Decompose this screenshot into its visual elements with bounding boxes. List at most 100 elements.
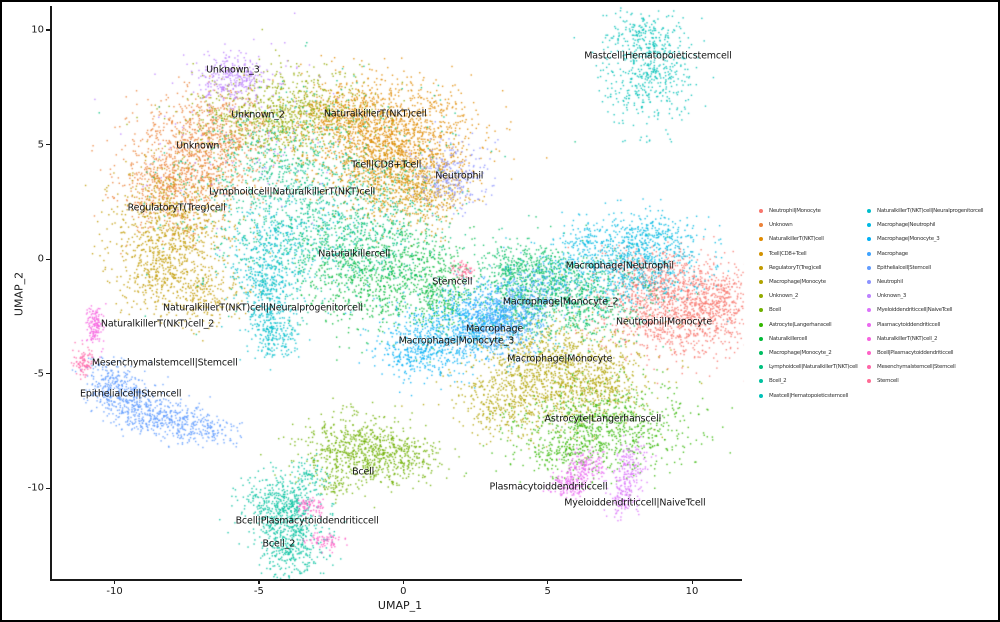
legend-item: Macrophage|Monocyte_2: [759, 349, 832, 357]
legend-item: Naturalkillercell: [759, 335, 807, 343]
x-tick-label: 10: [685, 586, 699, 597]
legend-item: Myeloiddendriticcell|NaiveTcell: [867, 306, 953, 314]
legend-item: Tcell|CD8+Tcell: [759, 250, 807, 258]
y-tick-label: 5: [37, 139, 44, 151]
legend-item-label: NaturalkillerT(NKT)cell: [769, 236, 824, 243]
y-tick-mark: [46, 487, 50, 489]
legend-item: Unknown_3: [867, 292, 906, 300]
legend-item: Astrocyte|Langerhanscell: [759, 321, 832, 329]
x-tick-mark: [691, 580, 693, 584]
legend-color-dot: [759, 237, 763, 242]
legend-item-label: Myeloiddendriticcell|NaiveTcell: [877, 307, 953, 314]
y-tick-mark: [46, 29, 50, 31]
legend-color-dot: [867, 265, 871, 270]
legend-item-label: Stemcell: [877, 378, 899, 385]
legend-color-dot: [867, 336, 871, 341]
x-tick-mark: [402, 580, 404, 584]
legend-item-label: Plasmacytoiddendriticcell: [877, 321, 940, 328]
legend-item: Mastcell|Hematopoieticstemcell: [759, 392, 848, 400]
legend-item: NaturalkillerT(NKT)cell_2: [867, 335, 938, 343]
legend-item: RegulatoryT(Treg)cell: [759, 264, 822, 272]
legend-item: Neutrophil: [867, 278, 903, 286]
legend-color-dot: [759, 265, 763, 270]
legend-item-label: NaturalkillerT(NKT)cell|Neuralprogenitor…: [877, 208, 984, 214]
legend-item-label: Mesenchymalstemcell|Stemcell: [877, 364, 956, 371]
y-tick-mark: [46, 258, 50, 260]
legend-color-dot: [759, 294, 763, 299]
legend-item: Stemcell: [867, 377, 899, 385]
legend-color-dot: [759, 251, 763, 256]
legend-color-dot: [867, 294, 871, 299]
y-tick-label: -10: [27, 482, 44, 494]
legend-color-dot: [867, 365, 871, 370]
legend-item: Lymphoidcell|NaturalkillerT(NKT)cell: [759, 363, 858, 371]
legend-color-dot: [759, 336, 763, 341]
x-tick-label: 5: [544, 586, 551, 597]
legend-item-label: Naturalkillercell: [769, 335, 807, 342]
legend-color-dot: [867, 223, 871, 228]
y-tick-mark: [46, 373, 50, 375]
legend-item: Mesenchymalstemcell|Stemcell: [867, 363, 956, 371]
legend-item-label: Epithelialcell|Stemcell: [877, 264, 931, 271]
legend-item: NaturalkillerT(NKT)cell: [759, 235, 824, 243]
legend-color-dot: [759, 365, 763, 370]
legend-color-dot: [759, 223, 763, 228]
legend-item: Unknown_2: [759, 292, 798, 300]
legend-item-label: Mastcell|Hematopoieticstemcell: [769, 392, 848, 399]
x-tick-mark: [114, 580, 116, 584]
legend-item-label: Neutrophil: [877, 279, 903, 285]
legend-item-label: Lymphoidcell|NaturalkillerT(NKT)cell: [769, 364, 858, 371]
legend-color-dot: [759, 308, 763, 313]
legend-item-label: Astrocyte|Langerhanscell: [769, 321, 832, 328]
legend-item: Macrophage|Neutrophil: [867, 221, 935, 229]
legend-color-dot: [759, 209, 763, 213]
legend-item-label: Macrophage|Monocyte_2: [769, 350, 832, 356]
legend-item-label: RegulatoryT(Treg)cell: [769, 264, 822, 271]
legend-color-dot: [867, 322, 871, 327]
x-tick-label: -10: [106, 586, 123, 597]
legend-item: Neutrophil|Monocyte: [759, 207, 821, 215]
legend-item-label: Macrophage|Monocyte: [769, 279, 826, 285]
legend-item: Macrophage: [867, 250, 908, 258]
legend-item-label: Bcell_2: [769, 378, 787, 385]
legend-item-label: Unknown: [769, 222, 793, 229]
legend-color-dot: [867, 209, 871, 213]
legend-color-dot: [867, 308, 871, 313]
x-axis-line: [50, 579, 742, 581]
legend-item-label: Unknown_2: [769, 293, 799, 300]
x-tick-mark: [547, 580, 549, 584]
legend-item: Epithelialcell|Stemcell: [867, 264, 931, 272]
legend-item: Plasmacytoiddendriticcell: [867, 321, 940, 329]
legend-item-label: Unknown_3: [877, 293, 907, 300]
y-tick-label: -5: [34, 368, 44, 380]
legend-color-dot: [759, 322, 763, 327]
x-axis-title: UMAP_1: [377, 599, 423, 612]
x-tick-label: -5: [253, 586, 264, 597]
legend-color-dot: [759, 393, 763, 398]
legend-item-label: Bcell|Plasmacytoiddendriticcell: [877, 350, 954, 356]
legend-color-dot: [867, 237, 871, 242]
y-tick-label: 10: [31, 24, 44, 36]
legend-color-dot: [867, 379, 871, 384]
legend-color-dot: [867, 280, 871, 284]
y-axis-line: [50, 6, 52, 580]
x-tick-label: 0: [400, 586, 407, 597]
legend-item-label: Tcell|CD8+Tcell: [769, 250, 807, 257]
legend-item: Bcell_2: [759, 377, 787, 385]
legend-item: Bcell: [759, 306, 781, 314]
y-axis-title: UMAP_2: [12, 271, 26, 317]
legend-item-label: Macrophage: [877, 250, 908, 257]
legend-color-dot: [759, 280, 763, 284]
legend-color-dot: [759, 379, 763, 384]
legend-item: Unknown: [759, 221, 793, 229]
y-tick-mark: [46, 144, 50, 146]
legend-item: Macrophage|Monocyte: [759, 278, 826, 286]
legend-item-label: NaturalkillerT(NKT)cell_2: [877, 335, 938, 342]
legend-color-dot: [759, 351, 763, 355]
x-tick-mark: [258, 580, 260, 584]
legend-item-label: Macrophage|Neutrophil: [877, 222, 936, 229]
y-tick-label: 0: [37, 253, 44, 265]
legend-color-dot: [867, 351, 871, 355]
